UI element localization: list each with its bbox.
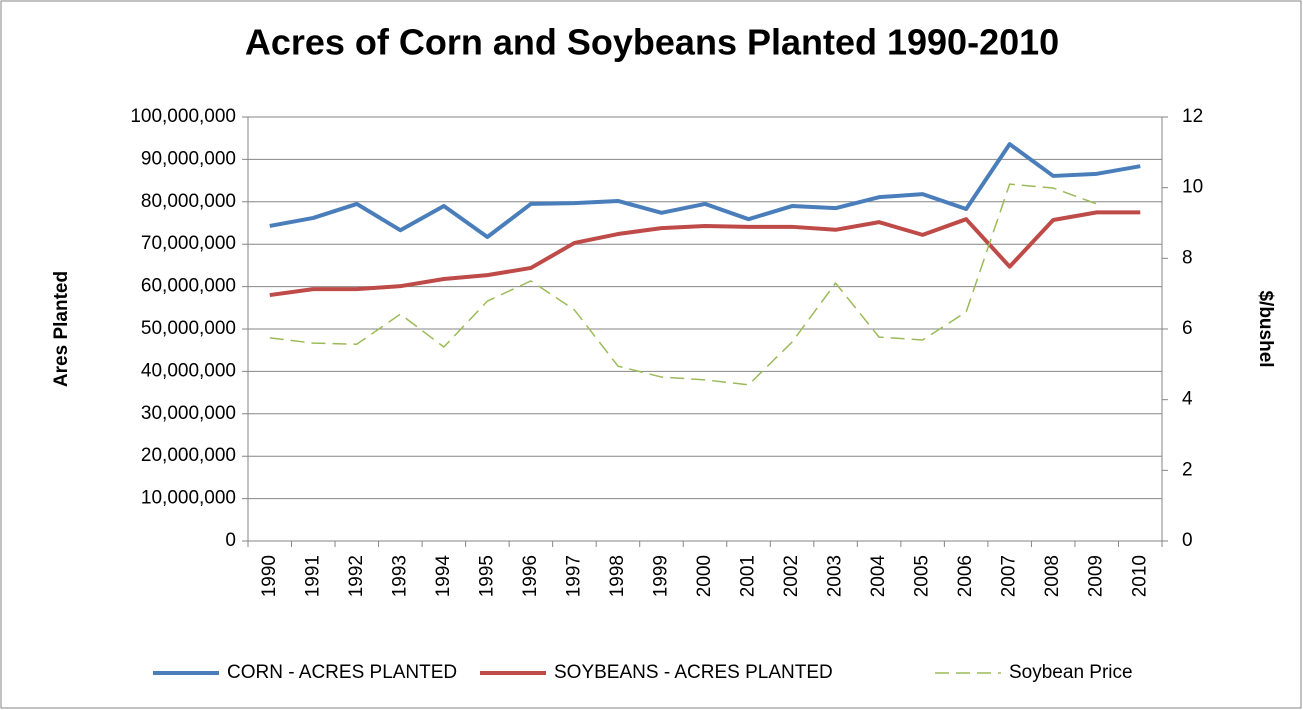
series-line (269, 183, 1097, 386)
legend-label: SOYBEANS - ACRES PLANTED (554, 662, 833, 683)
y2-tick-label: 0 (1182, 530, 1193, 551)
y-tick-label: 50,000,000 (141, 318, 236, 339)
y2-tick-label: 4 (1182, 389, 1193, 410)
y2-tick-label: 10 (1182, 177, 1203, 198)
y2-axis-label: $/bushel (1255, 290, 1276, 367)
x-tick-label: 1991 (302, 555, 323, 597)
y-tick-label: 10,000,000 (141, 488, 236, 509)
y-tick-label: 0 (225, 530, 236, 551)
series-line (269, 142, 1141, 239)
x-tick-label: 1993 (389, 555, 410, 597)
y2-tick-label: 2 (1182, 459, 1193, 480)
x-tick-label: 2005 (912, 555, 933, 597)
x-tick-label: 1990 (259, 555, 280, 597)
x-tick-label: 2002 (781, 555, 802, 597)
x-tick-label: 2008 (1042, 555, 1063, 597)
x-tick-label: 2000 (694, 555, 715, 597)
x-tick-label: 2003 (825, 555, 846, 597)
y-tick-label: 40,000,000 (141, 360, 236, 381)
x-tick-label: 2006 (955, 555, 976, 597)
y-tick-label: 100,000,000 (130, 106, 236, 127)
chart-title: Acres of Corn and Soybeans Planted 1990-… (245, 22, 1059, 63)
y-tick-label: 30,000,000 (141, 403, 236, 424)
x-tick-label: 1996 (520, 555, 541, 597)
x-tick-label: 2009 (1086, 555, 1107, 597)
y-tick-label: 90,000,000 (141, 148, 236, 169)
x-tick-label: 1995 (476, 555, 497, 597)
y-tick-label: 80,000,000 (141, 191, 236, 212)
x-tick-label: 1998 (607, 555, 628, 597)
y-tick-label: 20,000,000 (141, 445, 236, 466)
x-tick-label: 1997 (563, 555, 584, 597)
x-tick-label: 2001 (738, 555, 759, 597)
x-tick-label: 2007 (999, 555, 1020, 597)
x-tick-label: 1992 (346, 555, 367, 597)
series-line (269, 210, 1141, 298)
y2-tick-label: 8 (1182, 247, 1193, 268)
legend-label: Soybean Price (1009, 662, 1133, 683)
y-tick-label: 70,000,000 (141, 233, 236, 254)
y-tick-label: 60,000,000 (141, 276, 236, 297)
x-tick-label: 1994 (433, 555, 454, 598)
y2-tick-label: 6 (1182, 318, 1193, 339)
x-tick-label: 1999 (650, 555, 671, 597)
x-tick-label: 2004 (868, 555, 889, 598)
x-tick-label: 2010 (1129, 555, 1150, 597)
y-axis-label: Ares Planted (51, 271, 72, 387)
legend-label: CORN - ACRES PLANTED (227, 662, 457, 683)
y2-tick-label: 12 (1182, 106, 1203, 127)
